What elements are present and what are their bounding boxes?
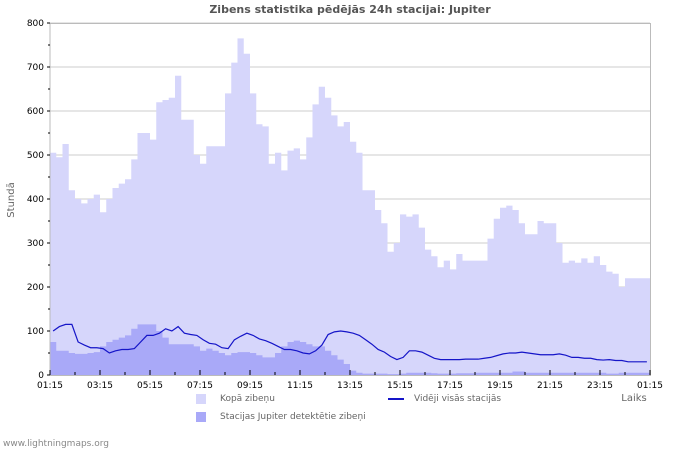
y-tick-label: 800 bbox=[27, 19, 44, 29]
x-tick-label: 17:15 bbox=[437, 381, 463, 391]
legend-item-average: Vidēji visās stacijās bbox=[388, 394, 501, 404]
legend-item-station: Stacijas Jupiter detektētie zibeņi bbox=[196, 412, 366, 422]
y-tick-label: 600 bbox=[27, 107, 44, 117]
x-axis-label: Laiks bbox=[621, 393, 646, 404]
y-tick-label: 300 bbox=[27, 239, 44, 249]
y-tick-label: 200 bbox=[27, 283, 44, 293]
x-tick-label: 03:15 bbox=[87, 381, 113, 391]
y-axis-ticks: 0 100 200 300 400 500 600 700 800 bbox=[27, 19, 50, 381]
y-tick-label: 400 bbox=[27, 195, 44, 205]
x-tick-label: 21:15 bbox=[537, 381, 563, 391]
legend-swatch-total bbox=[196, 394, 206, 404]
legend-swatch-average bbox=[388, 398, 404, 400]
y-tick-label: 0 bbox=[38, 371, 44, 381]
y-tick-label: 100 bbox=[27, 327, 44, 337]
x-tick-label: 07:15 bbox=[187, 381, 213, 391]
x-tick-label: 05:15 bbox=[137, 381, 163, 391]
legend-label-total: Kopā zibeņu bbox=[220, 394, 275, 404]
legend-swatch-station bbox=[196, 412, 206, 422]
x-tick-label: 19:15 bbox=[487, 381, 513, 391]
x-tick-label: 11:15 bbox=[287, 381, 313, 391]
y-tick-label: 700 bbox=[27, 63, 44, 73]
y-axis-label: Stundā bbox=[6, 182, 17, 217]
legend-label-average: Vidēji visās stacijās bbox=[414, 394, 502, 404]
x-tick-label: 13:15 bbox=[337, 381, 363, 391]
station-lightning-area bbox=[50, 324, 650, 375]
x-tick-label: 09:15 bbox=[237, 381, 263, 391]
total-lightning-area bbox=[50, 38, 650, 376]
x-axis-ticks: 01:15 03:15 05:15 07:15 09:15 11:15 13:15 15:15… bbox=[37, 370, 663, 391]
x-tick-label: 23:15 bbox=[587, 381, 613, 391]
footer-site-link[interactable]: www.lightningmaps.org bbox=[3, 439, 109, 449]
x-tick-label: 01:15 bbox=[37, 381, 63, 391]
x-tick-label: 01:15 bbox=[637, 381, 663, 391]
x-tick-label: 15:15 bbox=[387, 381, 413, 391]
chart-title: Zibens statistika pēdējās 24h stacijai: … bbox=[209, 3, 491, 16]
y-tick-label: 500 bbox=[27, 151, 44, 161]
legend-label-station: Stacijas Jupiter detektētie zibeņi bbox=[220, 412, 366, 422]
average-line bbox=[52, 323, 647, 363]
legend-item-total: Kopā zibeņu bbox=[196, 394, 275, 404]
